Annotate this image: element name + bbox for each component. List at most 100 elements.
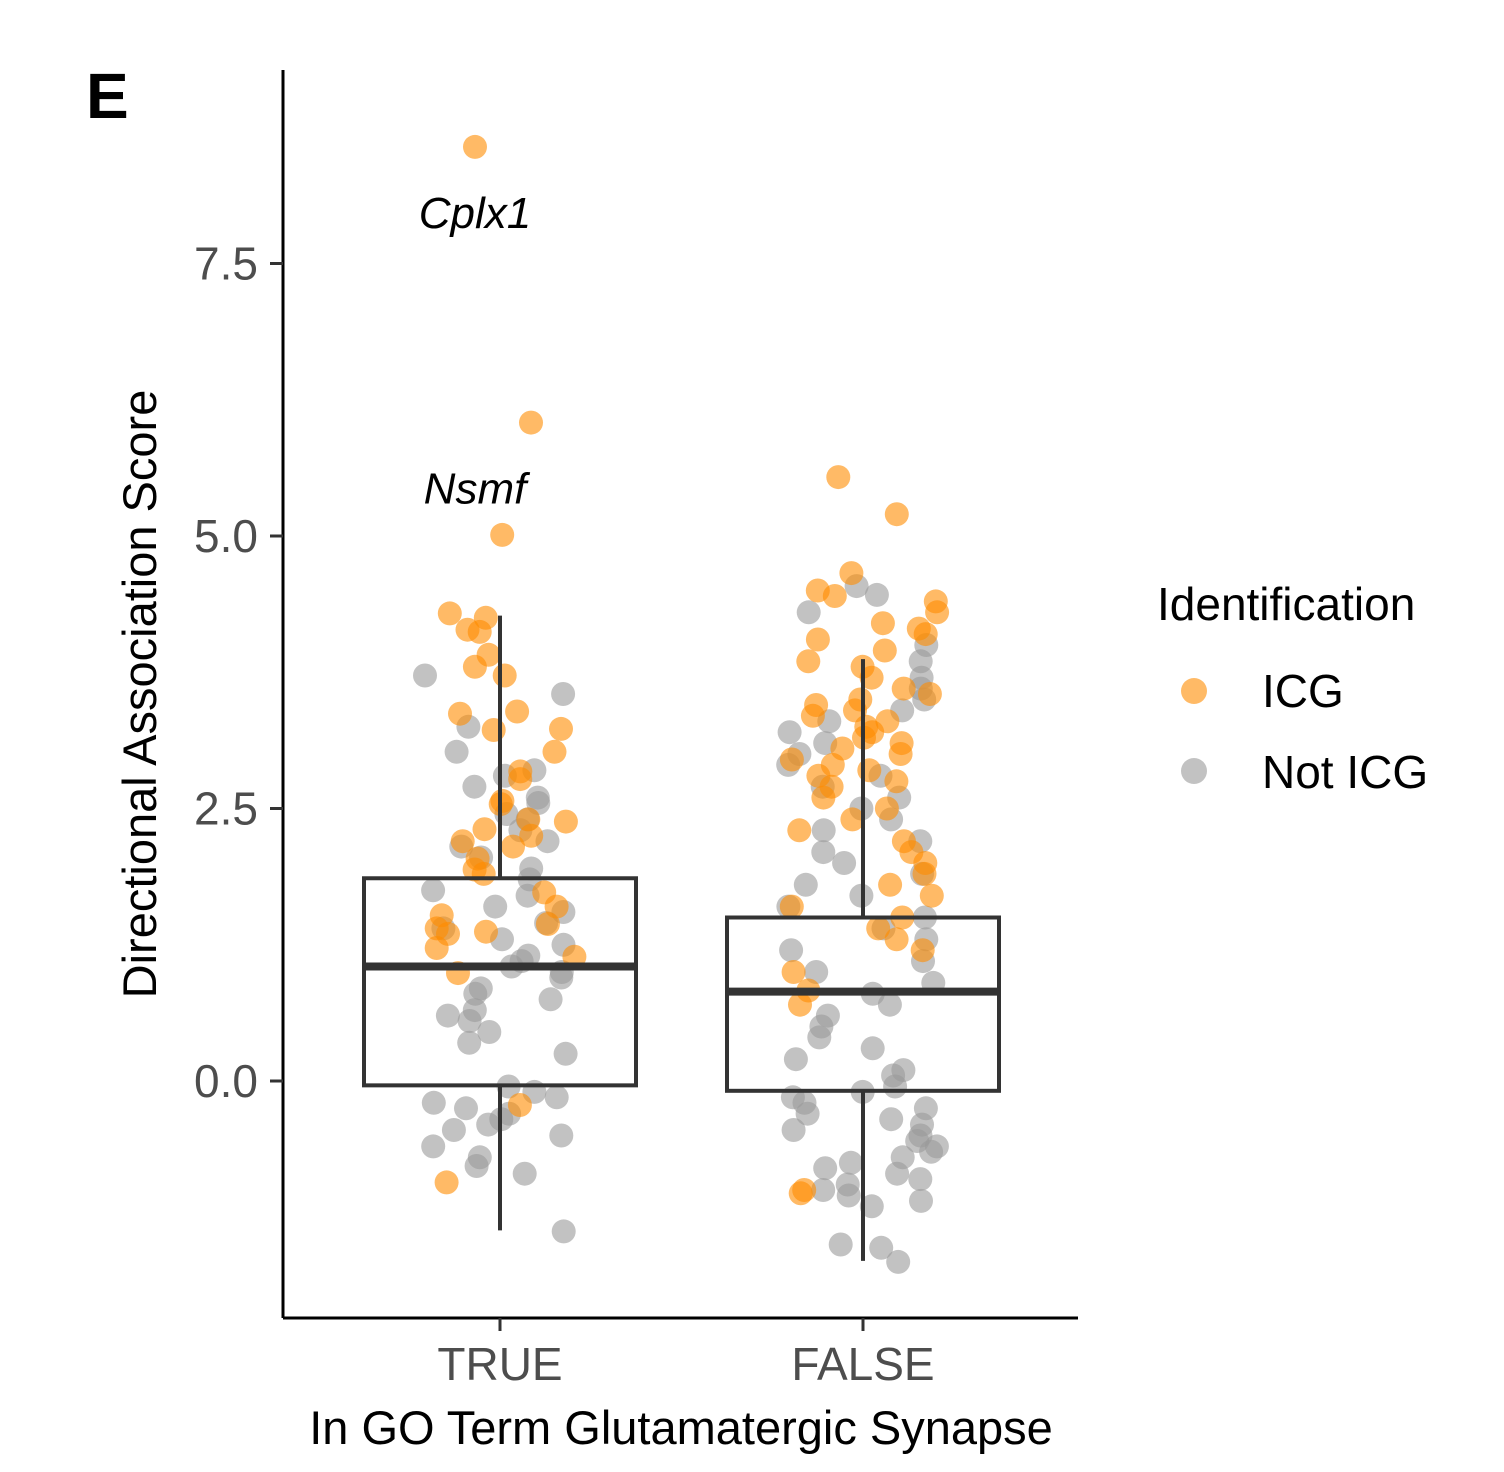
point-icg: [919, 883, 944, 908]
point-not-icg: [793, 872, 818, 897]
point-not-icg: [477, 1020, 502, 1044]
point-icg: [481, 718, 506, 742]
point-not-icg: [909, 1188, 933, 1213]
point-icg: [839, 561, 864, 586]
point-icg: [788, 992, 812, 1017]
point-not-icg: [811, 1178, 836, 1202]
point-not-icg: [457, 1009, 482, 1033]
point-not-icg: [457, 1030, 482, 1055]
point-icg: [788, 1181, 813, 1206]
point-icg: [549, 716, 573, 741]
point-not-icg: [549, 965, 574, 990]
boxplot-false: [725, 659, 1001, 1261]
point-not-icg: [886, 1249, 911, 1274]
point-not-icg: [811, 818, 836, 843]
legend-label-icg: ICG: [1262, 665, 1344, 717]
point-not-icg: [444, 739, 469, 764]
point-not-icg: [779, 938, 804, 963]
point-icg: [840, 807, 865, 832]
point-not-icg: [869, 1235, 894, 1260]
point-icg: [505, 699, 530, 724]
box-layer: [362, 615, 1001, 1261]
point-not-icg: [783, 1047, 808, 1072]
point-not-icg: [813, 1156, 838, 1181]
point-icg: [492, 663, 517, 688]
point-icg: [501, 834, 525, 859]
point-not-icg: [421, 1090, 446, 1115]
point-icg: [811, 785, 836, 810]
point-not-icg: [832, 851, 857, 875]
point-not-icg: [859, 1194, 884, 1219]
point-icg: [448, 701, 472, 726]
point-icg: [553, 809, 578, 834]
point-not-icg: [462, 774, 487, 799]
y-tick-label: 7.5: [194, 238, 258, 290]
point-not-icg: [836, 1183, 861, 1208]
point-not-icg: [908, 1167, 933, 1192]
point-icg: [884, 502, 909, 527]
point-icg: [913, 622, 938, 647]
point-icg: [471, 861, 496, 886]
point-icg: [826, 465, 851, 490]
gene-label-cplx1: Cplx1: [419, 189, 532, 238]
point-not-icg: [549, 1123, 574, 1148]
point-not-icg: [421, 1134, 446, 1159]
point-not-icg: [877, 992, 902, 1017]
point-icg: [490, 522, 515, 547]
point-not-icg: [864, 582, 889, 607]
point-not-icg: [421, 878, 446, 903]
x-ticks: TRUE FALSE: [437, 1318, 935, 1390]
point-not-icg: [796, 600, 821, 625]
point-not-icg: [464, 1154, 489, 1178]
panel-label: E: [86, 60, 129, 132]
point-icg: [424, 936, 449, 960]
point-icg: [805, 627, 830, 652]
point-not-icg: [804, 960, 829, 984]
point-icg: [463, 134, 487, 159]
point-not-icg: [838, 1150, 863, 1175]
point-not-icg: [807, 1025, 832, 1050]
point-icg: [884, 769, 909, 794]
point-icg: [925, 600, 950, 625]
point-icg: [878, 872, 903, 897]
gene-label-nsmf: Nsmf: [424, 465, 531, 514]
x-tick-label: FALSE: [791, 1338, 934, 1390]
point-icg: [884, 927, 909, 952]
point-icg: [462, 654, 487, 679]
point-not-icg: [860, 1036, 885, 1061]
legend-title: Identification: [1157, 578, 1415, 630]
point-icg: [891, 676, 916, 701]
points-layer: [413, 134, 950, 1274]
point-icg: [779, 894, 804, 919]
point-not-icg: [483, 894, 508, 919]
point-icg: [519, 410, 543, 435]
point-icg: [779, 747, 804, 772]
point-icg: [508, 767, 533, 792]
point-icg: [507, 1093, 532, 1117]
point-not-icg: [551, 682, 576, 706]
legend-swatch-icg: [1181, 678, 1207, 704]
point-not-icg: [435, 1003, 460, 1028]
point-icg: [917, 682, 942, 706]
box-false: [725, 915, 1001, 1093]
legend-label-not-icg: Not ICG: [1262, 746, 1428, 798]
point-not-icg: [777, 720, 802, 745]
y-tick-label: 2.5: [194, 783, 258, 835]
point-not-icg: [795, 1101, 820, 1126]
point-icg: [437, 601, 462, 626]
y-axis-title: Directional Association Score: [113, 390, 166, 999]
point-icg: [450, 829, 475, 854]
point-not-icg: [476, 1112, 501, 1137]
point-not-icg: [454, 1096, 478, 1121]
point-icg: [912, 861, 937, 886]
point-icg: [781, 960, 806, 984]
point-not-icg: [538, 987, 563, 1012]
y-tick-label: 5.0: [194, 510, 258, 562]
point-icg: [857, 758, 882, 783]
point-icg: [542, 739, 567, 764]
point-not-icg: [551, 1219, 576, 1244]
point-not-icg: [879, 1107, 904, 1132]
point-not-icg: [781, 1118, 806, 1142]
point-icg: [888, 742, 913, 766]
legend-swatch-not-icg: [1181, 758, 1207, 784]
